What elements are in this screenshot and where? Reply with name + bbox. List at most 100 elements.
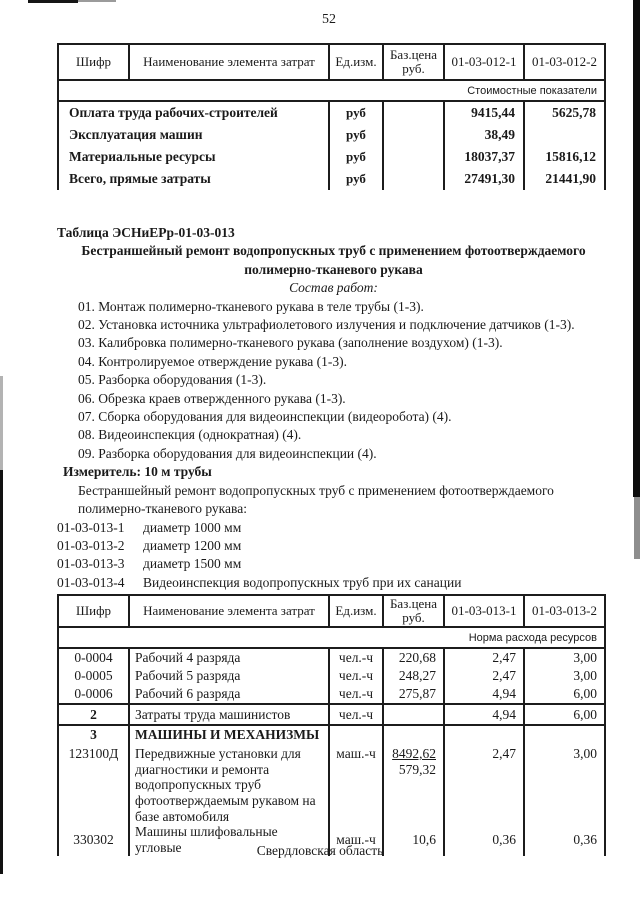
variant-code: 01-03-013-2 (57, 537, 125, 553)
scan-artifact-right-bar-gray (634, 497, 640, 559)
work-item: 07. Сборка оборудования для видеоинспекц… (78, 409, 452, 425)
variant-row: 01-03-013-2 диаметр 1200 мм (57, 537, 610, 555)
resource-norms-table: Шифр Наименование элемента затрат Ед.изм… (57, 594, 606, 856)
resource-norm-1 (443, 724, 525, 744)
resource-unit (328, 724, 384, 744)
resource-code: 330302 (57, 824, 130, 856)
base-price-denominator: 579,32 (398, 762, 436, 777)
cost-value-2 (523, 124, 606, 146)
section-title: Бестраншейный ремонт водопропускных труб… (81, 243, 586, 277)
cost-indicators-table: Шифр Наименование элемента затрат Ед.изм… (57, 43, 606, 190)
resource-base-price: 248,27 (382, 667, 445, 685)
region-footer: Свердловская область (256, 843, 384, 858)
resource-code: 123100Д (57, 744, 130, 825)
resource-norm-1: 4,94 (443, 703, 525, 725)
resource-base-price: 275,87 (382, 685, 445, 704)
cost-value-2: 21441,90 (523, 168, 606, 190)
resource-base-price: 10,6 (382, 824, 445, 856)
cost-element-base (382, 146, 445, 168)
resource-name: Рабочий 4 разряда (128, 648, 330, 667)
resource-code: 0-0004 (57, 648, 130, 667)
table2-header-unit: Ед.изм. (328, 594, 384, 628)
resource-norm-2: 6,00 (523, 703, 606, 725)
scan-artifact-left-bar-gray (0, 376, 3, 470)
resource-code: 0-0005 (57, 667, 130, 685)
resource-norm-1: 4,94 (443, 685, 525, 704)
resource-norm-1: 2,47 (443, 744, 525, 825)
works-heading: Состав работ: (289, 280, 378, 296)
resource-unit: маш.-ч (328, 824, 384, 856)
table2-header-row: Шифр Наименование элемента затрат Ед.изм… (57, 594, 606, 628)
cost-element-unit: руб (328, 168, 384, 190)
resource-name: Затраты труда машинистов (128, 703, 330, 725)
resource-unit: маш.-ч (328, 744, 384, 825)
work-item: 03. Калибровка полимерно-тканевого рукав… (78, 335, 503, 351)
section-name: МАШИНЫ И МЕХАНИЗМЫ (128, 724, 330, 744)
resource-norm-2 (523, 724, 606, 744)
work-item: 08. Видеоинспекция (однократная) (4). (78, 427, 302, 443)
resource-name: Передвижные установки для диагностики и … (128, 744, 330, 825)
table2-section-row: Норма расхода ресурсов (57, 626, 606, 649)
table1-header-norm-1: 01-03-012-1 (443, 43, 525, 81)
table-row: 0-0005 Рабочий 5 разряда чел.-ч 248,27 2… (57, 667, 606, 685)
cost-element-name: Оплата труда рабочих-строителей (57, 101, 330, 124)
scan-artifact-top-line (28, 0, 78, 3)
table-row: 0-0004 Рабочий 4 разряда чел.-ч 220,68 2… (57, 648, 606, 667)
work-item: 05. Разборка оборудования (1-3). (78, 372, 267, 388)
page-number: 52 (322, 12, 336, 27)
work-item: 06. Обрезка краев отвержденного рукава (… (78, 390, 346, 406)
cost-element-base (382, 168, 445, 190)
resource-unit: чел.-ч (328, 685, 384, 704)
table1-header-unit: Ед.изм. (328, 43, 384, 81)
table-row: Эксплуатация машин руб 38,49 (57, 124, 606, 146)
table1-header-row: Шифр Наименование элемента затрат Ед.изм… (57, 43, 606, 81)
table1-header-base-price: Баз.цена руб. (382, 43, 445, 81)
resource-norm-1: 0,36 (443, 824, 525, 856)
work-item: 09. Разборка оборудования для видеоинспе… (78, 445, 377, 461)
resource-norm-1: 2,47 (443, 667, 525, 685)
table-row: 0-0006 Рабочий 6 разряда чел.-ч 275,87 4… (57, 685, 606, 704)
cost-value-2: 5625,78 (523, 101, 606, 124)
table2-header-norm-1: 01-03-013-1 (443, 594, 525, 628)
table1-section-row: Стоимостные показатели (57, 79, 606, 102)
resource-base-price: 220,68 (382, 648, 445, 667)
resource-norm-2: 3,00 (523, 648, 606, 667)
cost-value-2: 15816,12 (523, 146, 606, 168)
work-item: 01. Монтаж полимерно-тканевого рукава в … (78, 298, 424, 314)
table-description-section: Таблица ЭСНиЕРр-01-03-013 Бестраншейный … (57, 224, 610, 592)
table2-header-norm-2: 01-03-013-2 (523, 594, 606, 628)
resource-norm-2: 3,00 (523, 667, 606, 685)
cost-element-name: Эксплуатация машин (57, 124, 330, 146)
measure-label: Измеритель: 10 м трубы (63, 464, 212, 480)
variant-desc: Видеоинспекция водопропускных труб при и… (143, 574, 462, 590)
table-row: Материальные ресурсы руб 18037,37 15816,… (57, 146, 606, 168)
variant-row: 01-03-013-3 диаметр 1500 мм (57, 555, 610, 573)
variant-row: 01-03-013-1 диаметр 1000 мм (57, 519, 610, 537)
resource-base-price (382, 724, 445, 744)
cost-element-base (382, 124, 445, 146)
cost-element-base (382, 101, 445, 124)
cost-value-1: 38,49 (443, 124, 525, 146)
table2-header-code: Шифр (57, 594, 130, 628)
resource-name: Машины шлифовальные угловые (128, 824, 330, 856)
scan-artifact-right-bar (633, 0, 640, 497)
cost-element-name: Материальные ресурсы (57, 146, 330, 168)
table2-header-base-price: Баз.цена руб. (382, 594, 445, 628)
resource-name: Рабочий 5 разряда (128, 667, 330, 685)
resource-norm-2: 0,36 (523, 824, 606, 856)
cost-value-1: 18037,37 (443, 146, 525, 168)
table-row: 3 МАШИНЫ И МЕХАНИЗМЫ (57, 724, 606, 744)
resource-unit: чел.-ч (328, 703, 384, 725)
scan-artifact-top-line-gray (78, 0, 116, 2)
resource-code: 2 (57, 703, 130, 725)
table-row: 330302 Машины шлифовальные угловые маш.-… (57, 824, 606, 856)
resource-code: 0-0006 (57, 685, 130, 704)
resource-norm-2: 3,00 (523, 744, 606, 825)
variant-code: 01-03-013-1 (57, 519, 125, 535)
variant-desc: диаметр 1200 мм (143, 537, 242, 553)
table-row: 2 Затраты труда машинистов чел.-ч 4,94 6… (57, 703, 606, 725)
resource-base-price: 8492,62 579,32 (382, 744, 445, 825)
section-code: 3 (57, 724, 130, 744)
variant-desc: диаметр 1000 мм (143, 519, 242, 535)
